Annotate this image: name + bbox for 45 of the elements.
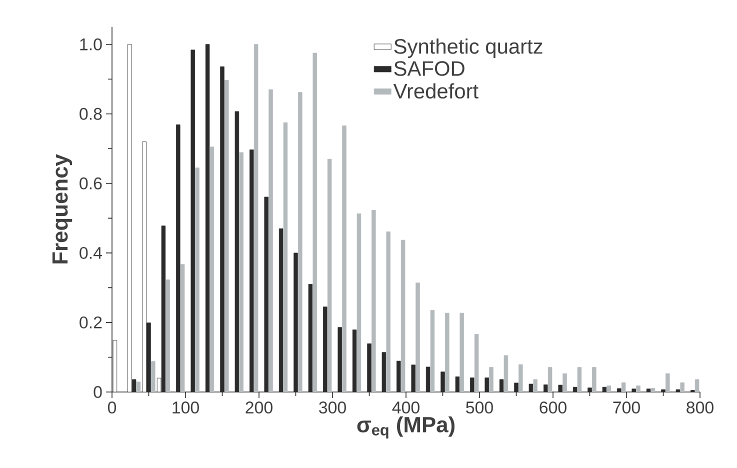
x-tick-label: 600 <box>540 402 566 414</box>
bar <box>342 126 346 392</box>
y-tick-label: 0 <box>94 386 102 398</box>
bar <box>386 232 390 392</box>
bar <box>621 382 626 392</box>
x-tick-label: 700 <box>613 402 640 414</box>
y-tick-label: 1.0 <box>80 38 102 50</box>
bar <box>180 264 185 392</box>
legend-label: Synthetic quartz <box>394 38 542 58</box>
bar <box>577 367 582 392</box>
bar <box>636 386 640 392</box>
y-tick-label: 0.4 <box>80 246 102 259</box>
y-tick-label: 0.8 <box>80 108 102 120</box>
bar <box>136 382 141 392</box>
x-axis-title: σ$_{eq}$ (MPa) <box>357 416 454 439</box>
bar <box>474 334 479 392</box>
bar <box>430 310 435 392</box>
bar <box>562 373 567 392</box>
bar <box>518 364 523 392</box>
bar <box>680 382 684 392</box>
y-tick-label: 0.6 <box>80 177 102 190</box>
bar <box>195 168 200 392</box>
x-tick-label: 400 <box>392 402 420 414</box>
bar <box>666 373 670 392</box>
bar <box>166 280 170 392</box>
bar <box>592 367 596 392</box>
bar <box>298 92 302 392</box>
bar <box>489 367 494 392</box>
bar <box>268 89 273 392</box>
bar <box>283 122 288 392</box>
x-tick-label: 200 <box>246 402 272 414</box>
y-tick-label: 0.2 <box>80 316 102 328</box>
legend-label: SAFOD <box>394 61 464 76</box>
bar <box>239 152 244 392</box>
bar <box>533 379 538 392</box>
y-axis-title: Frequency <box>52 154 72 264</box>
bar <box>416 282 420 392</box>
x-tick-label: 100 <box>172 402 199 414</box>
x-tick-label: 500 <box>466 402 493 414</box>
x-tick-label: 800 <box>686 402 714 414</box>
legend-label: Vredefort <box>393 83 478 99</box>
bar <box>151 361 156 392</box>
x-tick-label: 300 <box>319 402 346 414</box>
x-tick-label: 0 <box>108 402 116 414</box>
bar <box>606 386 611 392</box>
